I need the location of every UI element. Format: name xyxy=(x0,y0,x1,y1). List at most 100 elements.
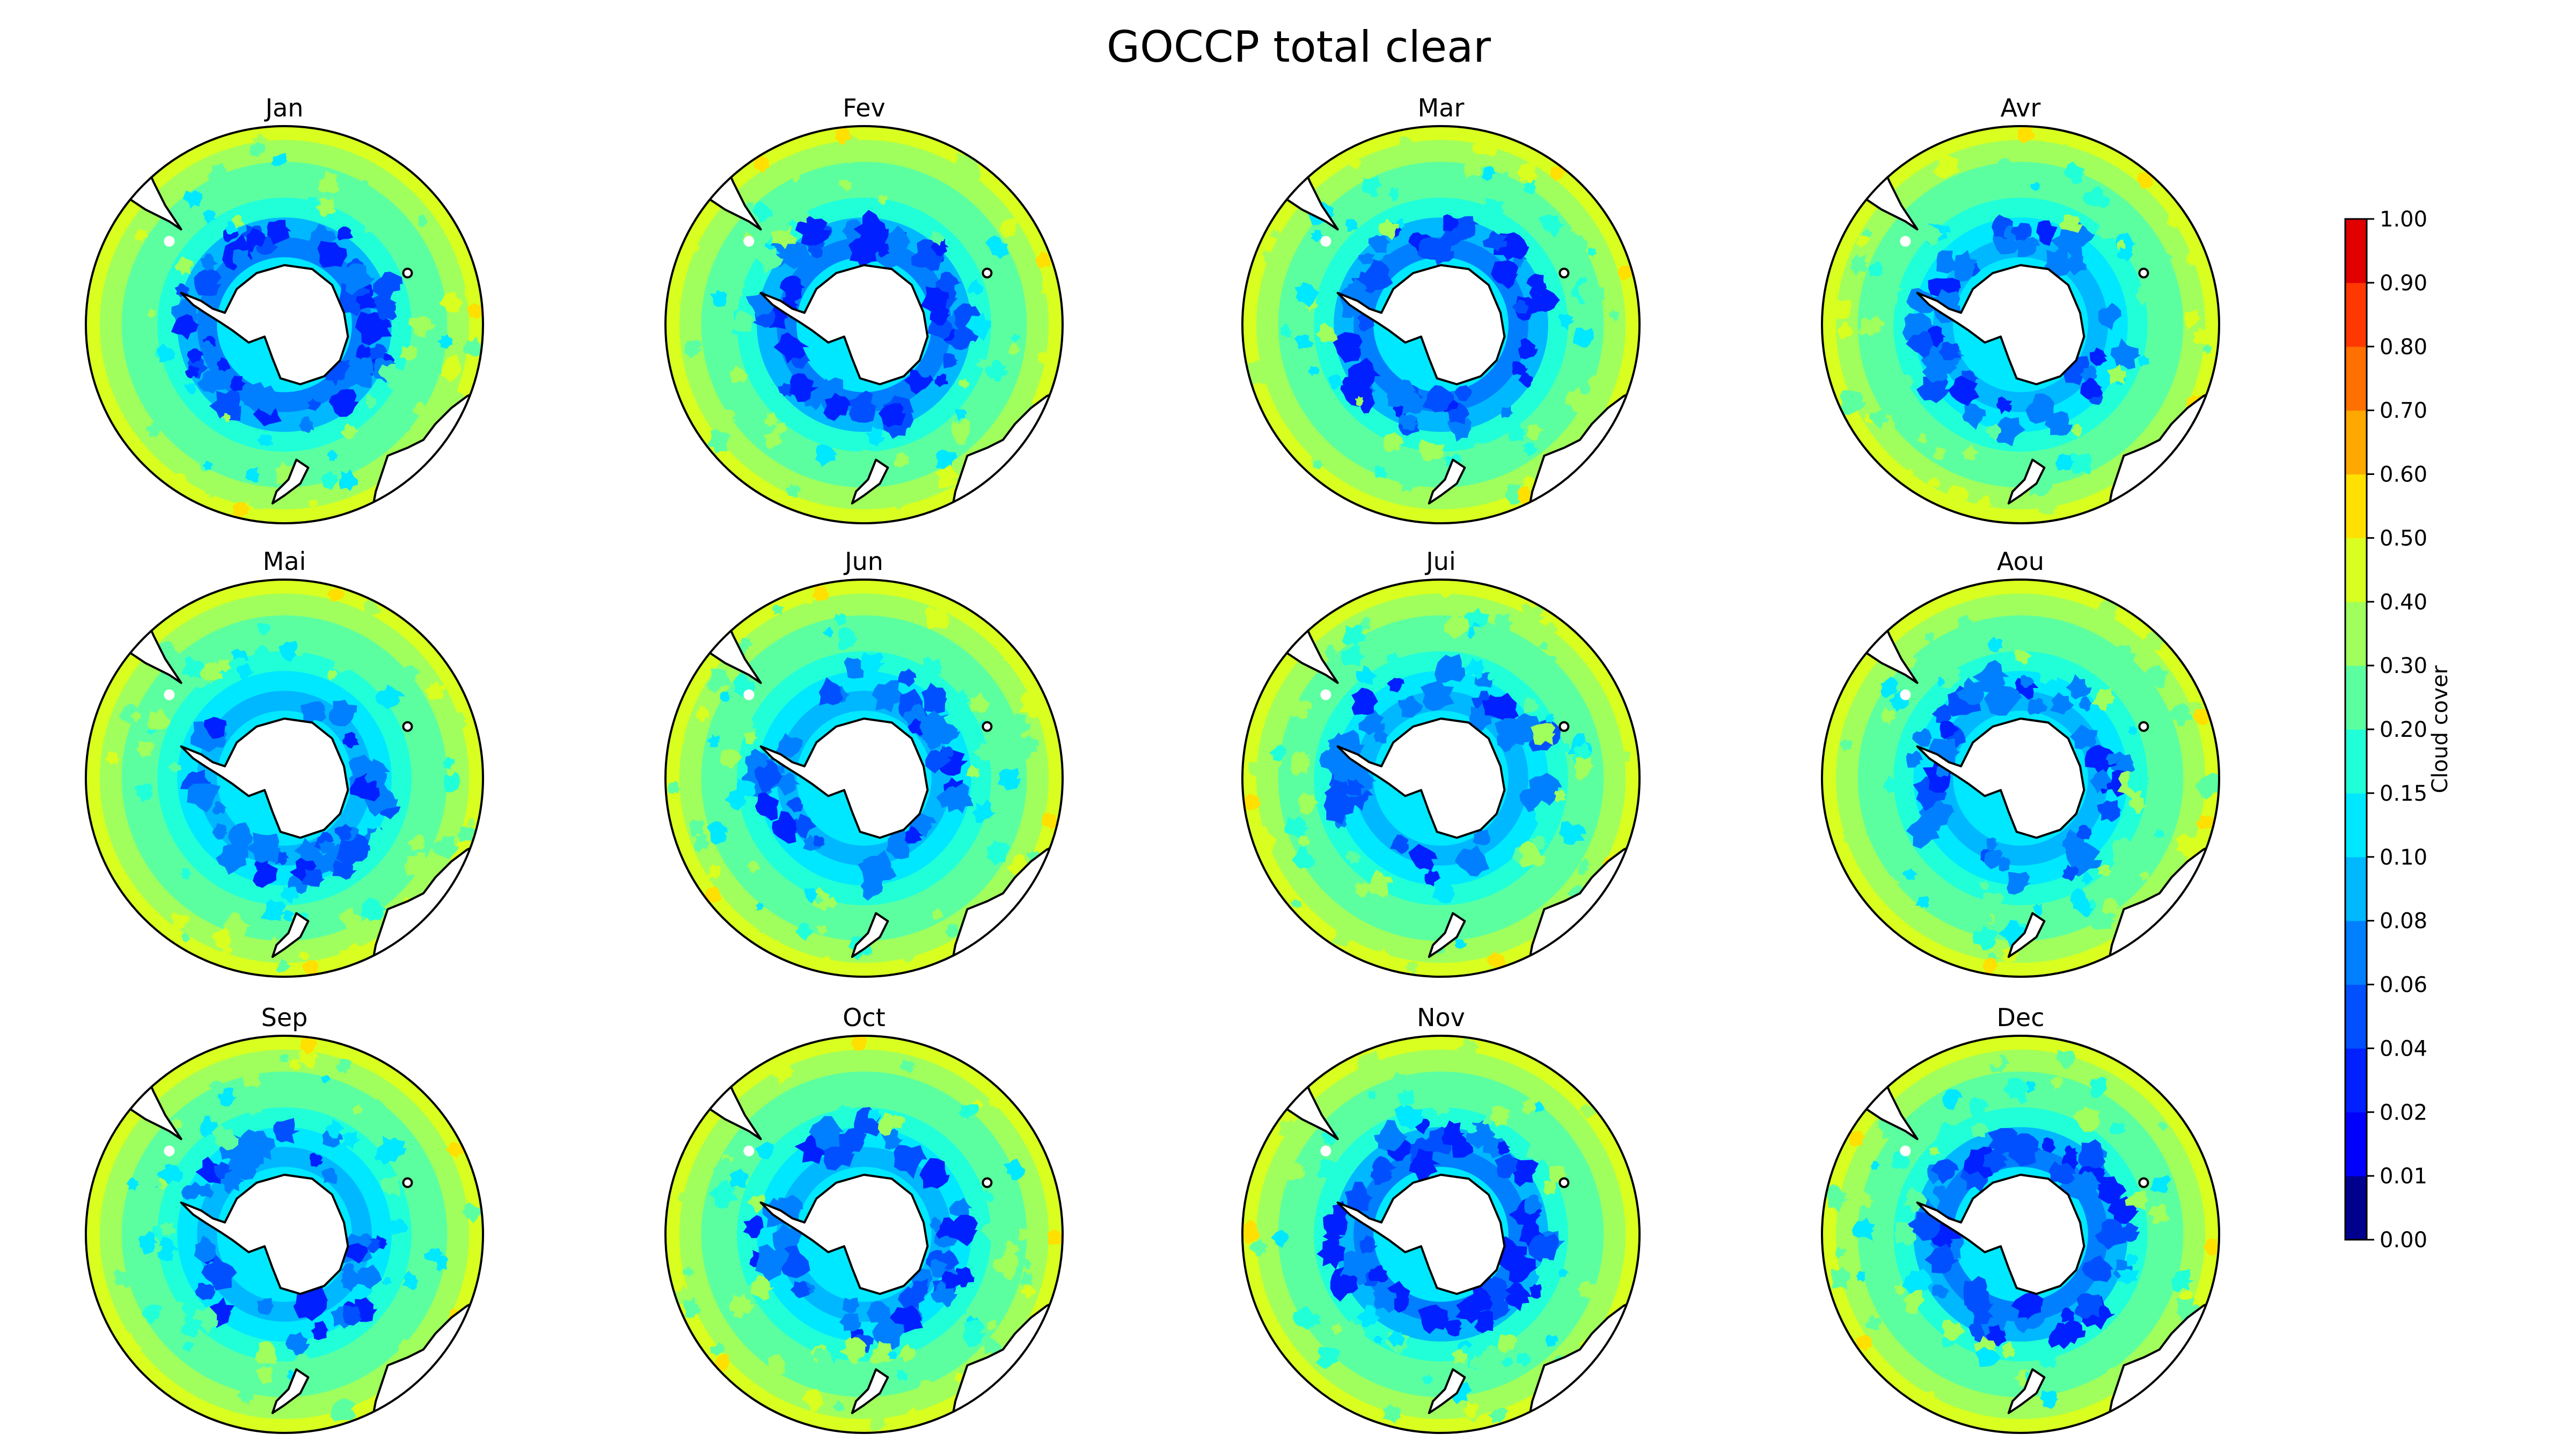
panel-title: Jan xyxy=(264,93,304,122)
new-zealand-landmass xyxy=(1428,458,1466,504)
island xyxy=(982,1177,993,1188)
new-zealand-landmass xyxy=(1428,1368,1466,1414)
colorbar: 0.00 0.01 0.02 0.04 0.06 0.08 0.10 0.15 0.20 0.30… xyxy=(2344,207,2453,1253)
colorbar-segment xyxy=(2345,1112,2367,1176)
cloud-field xyxy=(665,126,1063,523)
map-panel: Fev xyxy=(664,93,1064,524)
cloud-field xyxy=(86,126,483,523)
colorbar-segment xyxy=(2345,1176,2367,1240)
map-frame xyxy=(85,125,484,524)
map-frame xyxy=(664,1035,1064,1434)
map-frame xyxy=(664,125,1064,524)
cloud-field xyxy=(1822,1036,2219,1433)
island xyxy=(1900,689,1911,700)
colorbar-tick-label: 0.60 xyxy=(2380,463,2427,487)
new-zealand-landmass xyxy=(851,912,889,958)
map-frame xyxy=(1821,125,2220,524)
panel-title: Oct xyxy=(843,1003,885,1032)
antarctica-landmass xyxy=(1336,264,1506,385)
colorbar-segment xyxy=(2345,857,2367,921)
map-panel: Oct xyxy=(664,1003,1064,1434)
map-panel: Jan xyxy=(85,93,484,524)
island xyxy=(982,721,993,732)
map-panel: Jui xyxy=(1241,547,1641,978)
map-frame xyxy=(1821,579,2220,978)
panel-title: Jui xyxy=(1424,547,1456,576)
map-frame xyxy=(664,579,1064,978)
island xyxy=(1320,1145,1331,1157)
colorbar-tick-label: 0.04 xyxy=(2380,1036,2427,1061)
new-zealand-landmass xyxy=(271,1368,310,1414)
colorbar-segment xyxy=(2345,282,2367,347)
island xyxy=(164,689,175,700)
cloud-field xyxy=(86,580,483,977)
panel-title: Avr xyxy=(2001,93,2041,122)
colorbar-segment xyxy=(2345,346,2367,411)
map-panel: Nov xyxy=(1241,1003,1641,1434)
island xyxy=(402,267,413,279)
panel-title: Mar xyxy=(1418,93,1465,122)
colorbar-label: Cloud cover xyxy=(2428,665,2453,793)
cloud-field xyxy=(1822,580,2219,977)
panel-title: Jun xyxy=(843,547,883,576)
colorbar-tick-label: 0.10 xyxy=(2380,845,2427,870)
colorbar-tick-label: 0.30 xyxy=(2380,654,2427,678)
colorbar-segment xyxy=(2345,665,2367,730)
map-panel: Avr xyxy=(1821,93,2220,524)
colorbar-tick-label: 0.80 xyxy=(2380,335,2427,360)
colorbar-tick-label: 0.00 xyxy=(2380,1228,2427,1253)
cloud-field xyxy=(1242,1036,1640,1433)
island xyxy=(2138,1177,2149,1188)
antarctica-landmass xyxy=(180,264,349,385)
island xyxy=(1558,267,1570,279)
map-panel: Sep xyxy=(85,1003,484,1434)
new-zealand-landmass xyxy=(2007,458,2046,504)
antarctica-landmass xyxy=(1916,718,2085,839)
island xyxy=(1558,1177,1570,1188)
map-grid: Jan Fev Mar Avr Mai Jun Jui Aou Sep Oct Nov Dec xyxy=(85,93,2220,1434)
antarctica-landmass xyxy=(1916,1174,2085,1295)
island xyxy=(743,689,755,700)
colorbar-tick-label: 0.08 xyxy=(2380,909,2427,934)
new-zealand-landmass xyxy=(1428,912,1466,958)
cloud-field xyxy=(665,1036,1063,1433)
map-panel: Aou xyxy=(1821,547,2220,978)
colorbar-segment xyxy=(2345,729,2367,794)
colorbar-segment xyxy=(2345,984,2367,1049)
island xyxy=(402,721,413,732)
island xyxy=(164,1145,175,1157)
cloud-field xyxy=(1822,126,2219,523)
new-zealand-landmass xyxy=(2007,912,2046,958)
island xyxy=(982,267,993,279)
colorbar-tick-label: 0.02 xyxy=(2380,1100,2427,1125)
map-frame xyxy=(85,1035,484,1434)
panel-title: Nov xyxy=(1417,1003,1465,1032)
colorbar-segment xyxy=(2345,920,2367,985)
map-frame xyxy=(1241,1035,1641,1434)
antarctica-landmass xyxy=(1336,1174,1506,1295)
colorbar-segment xyxy=(2345,1048,2367,1113)
colorbar-tick-label: 0.20 xyxy=(2380,718,2427,742)
colorbar-segment xyxy=(2345,793,2367,858)
island xyxy=(2138,721,2149,732)
island xyxy=(2138,267,2149,279)
figure-title: GOCCP total clear xyxy=(1107,22,1491,72)
colorbar-tick-label: 0.40 xyxy=(2380,590,2427,614)
colorbar-segment xyxy=(2345,410,2367,474)
cloud-field xyxy=(1242,580,1640,977)
colorbar-tick-label: 0.06 xyxy=(2380,973,2427,998)
island xyxy=(164,236,175,247)
colorbar-tick-label: 0.90 xyxy=(2380,271,2427,296)
map-frame xyxy=(1241,579,1641,978)
panel-title: Fev xyxy=(843,93,885,122)
panel-title: Sep xyxy=(261,1003,308,1032)
map-frame xyxy=(85,579,484,978)
new-zealand-landmass xyxy=(271,912,310,958)
island xyxy=(402,1177,413,1188)
map-frame xyxy=(1241,125,1641,524)
map-panel: Jun xyxy=(664,547,1064,978)
colorbar-tick-label: 0.01 xyxy=(2380,1164,2427,1189)
new-zealand-landmass xyxy=(851,458,889,504)
map-frame xyxy=(1821,1035,2220,1434)
map-panel: Mar xyxy=(1241,93,1641,524)
